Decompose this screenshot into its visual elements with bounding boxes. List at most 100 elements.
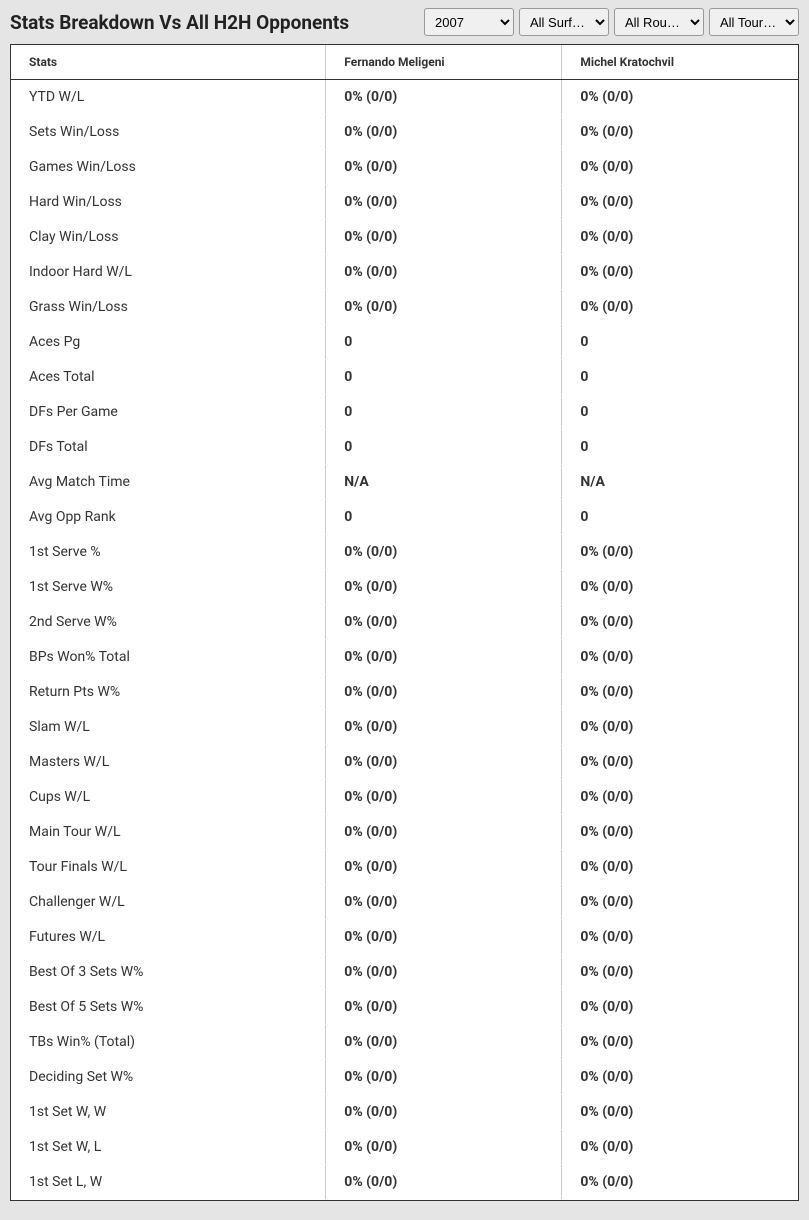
col-header-stats: Stats <box>11 45 326 80</box>
stat-value: 0% (0/0) <box>562 745 798 780</box>
stat-label: Games Win/Loss <box>11 150 326 185</box>
table-row: Deciding Set W%0% (0/0)0% (0/0) <box>11 1060 798 1095</box>
stat-label: Best Of 5 Sets W% <box>11 990 326 1025</box>
stat-value: 0% (0/0) <box>562 570 798 605</box>
filter-tour-select[interactable]: All Tour… <box>709 8 799 36</box>
stat-label: Sets Win/Loss <box>11 115 326 150</box>
stat-label: Avg Opp Rank <box>11 500 326 535</box>
stat-value: 0% (0/0) <box>326 605 562 640</box>
table-row: Futures W/L0% (0/0)0% (0/0) <box>11 920 798 955</box>
stat-value: 0% (0/0) <box>326 850 562 885</box>
stat-label: Main Tour W/L <box>11 815 326 850</box>
table-row: 1st Set W, W0% (0/0)0% (0/0) <box>11 1095 798 1130</box>
stat-value: 0% (0/0) <box>326 815 562 850</box>
table-row: YTD W/L0% (0/0)0% (0/0) <box>11 80 798 115</box>
stat-value: 0% (0/0) <box>562 850 798 885</box>
table-row: Clay Win/Loss0% (0/0)0% (0/0) <box>11 220 798 255</box>
stat-value: 0% (0/0) <box>326 220 562 255</box>
stats-table: Stats Fernando Meligeni Michel Kratochvi… <box>11 45 798 1200</box>
table-row: Avg Match TimeN/AN/A <box>11 465 798 500</box>
stat-label: 1st Set L, W <box>11 1165 326 1200</box>
stat-label: Masters W/L <box>11 745 326 780</box>
stat-value: 0% (0/0) <box>562 115 798 150</box>
stat-label: Slam W/L <box>11 710 326 745</box>
table-row: Hard Win/Loss0% (0/0)0% (0/0) <box>11 185 798 220</box>
stat-value: 0% (0/0) <box>326 780 562 815</box>
stat-label: 1st Serve W% <box>11 570 326 605</box>
stat-value: 0 <box>326 500 562 535</box>
stat-value: 0% (0/0) <box>562 1130 798 1165</box>
filter-surface-select[interactable]: All Surf… <box>519 8 609 36</box>
table-row: Return Pts W%0% (0/0)0% (0/0) <box>11 675 798 710</box>
filter-round-select[interactable]: All Rou… <box>614 8 704 36</box>
stat-label: 1st Set W, W <box>11 1095 326 1130</box>
stat-value: 0% (0/0) <box>326 1130 562 1165</box>
stat-label: Tour Finals W/L <box>11 850 326 885</box>
table-row: Grass Win/Loss0% (0/0)0% (0/0) <box>11 290 798 325</box>
stat-value: 0 <box>562 360 798 395</box>
stat-value: 0% (0/0) <box>562 710 798 745</box>
stat-value: 0% (0/0) <box>562 220 798 255</box>
stat-value: 0% (0/0) <box>562 920 798 955</box>
stat-value: 0 <box>326 325 562 360</box>
stat-label: BPs Won% Total <box>11 640 326 675</box>
stat-label: Aces Pg <box>11 325 326 360</box>
stat-value: 0% (0/0) <box>562 780 798 815</box>
stat-value: 0% (0/0) <box>562 885 798 920</box>
table-row: TBs Win% (Total)0% (0/0)0% (0/0) <box>11 1025 798 1060</box>
stat-value: 0% (0/0) <box>562 990 798 1025</box>
stat-label: Hard Win/Loss <box>11 185 326 220</box>
stat-label: Futures W/L <box>11 920 326 955</box>
table-header-row: Stats Fernando Meligeni Michel Kratochvi… <box>11 45 798 80</box>
stat-value: 0% (0/0) <box>326 535 562 570</box>
stat-label: Aces Total <box>11 360 326 395</box>
col-header-player1: Fernando Meligeni <box>326 45 562 80</box>
stat-value: 0 <box>326 395 562 430</box>
stats-table-container: Stats Fernando Meligeni Michel Kratochvi… <box>10 44 799 1201</box>
header-bar: Stats Breakdown Vs All H2H Opponents 200… <box>0 0 809 44</box>
stat-label: TBs Win% (Total) <box>11 1025 326 1060</box>
stat-value: 0 <box>562 430 798 465</box>
stat-label: Challenger W/L <box>11 885 326 920</box>
stat-label: Return Pts W% <box>11 675 326 710</box>
stat-value: N/A <box>326 465 562 500</box>
stat-value: 0% (0/0) <box>562 605 798 640</box>
stat-value: 0% (0/0) <box>562 675 798 710</box>
stat-value: 0% (0/0) <box>326 290 562 325</box>
stat-value: 0 <box>562 395 798 430</box>
stat-label: 2nd Serve W% <box>11 605 326 640</box>
stat-value: 0% (0/0) <box>326 640 562 675</box>
stat-value: N/A <box>562 465 798 500</box>
table-row: Best Of 5 Sets W%0% (0/0)0% (0/0) <box>11 990 798 1025</box>
stat-value: 0 <box>326 360 562 395</box>
table-row: 1st Serve W%0% (0/0)0% (0/0) <box>11 570 798 605</box>
stat-value: 0% (0/0) <box>562 185 798 220</box>
table-row: 1st Set L, W0% (0/0)0% (0/0) <box>11 1165 798 1200</box>
stat-value: 0% (0/0) <box>562 815 798 850</box>
filter-year-select[interactable]: 2007 <box>424 8 514 36</box>
stat-value: 0% (0/0) <box>326 115 562 150</box>
table-row: Indoor Hard W/L0% (0/0)0% (0/0) <box>11 255 798 290</box>
stat-value: 0% (0/0) <box>562 255 798 290</box>
stat-value: 0% (0/0) <box>326 745 562 780</box>
table-row: Masters W/L0% (0/0)0% (0/0) <box>11 745 798 780</box>
table-row: Games Win/Loss0% (0/0)0% (0/0) <box>11 150 798 185</box>
stat-value: 0 <box>562 500 798 535</box>
table-row: Cups W/L0% (0/0)0% (0/0) <box>11 780 798 815</box>
table-row: Aces Pg00 <box>11 325 798 360</box>
stat-value: 0% (0/0) <box>326 885 562 920</box>
table-row: 1st Set W, L0% (0/0)0% (0/0) <box>11 1130 798 1165</box>
table-row: Tour Finals W/L0% (0/0)0% (0/0) <box>11 850 798 885</box>
table-row: Slam W/L0% (0/0)0% (0/0) <box>11 710 798 745</box>
stat-value: 0% (0/0) <box>562 1025 798 1060</box>
stat-value: 0% (0/0) <box>562 955 798 990</box>
stat-value: 0% (0/0) <box>562 1165 798 1200</box>
stat-label: YTD W/L <box>11 80 326 115</box>
stat-label: Cups W/L <box>11 780 326 815</box>
stat-value: 0% (0/0) <box>326 710 562 745</box>
stat-value: 0% (0/0) <box>562 150 798 185</box>
stat-value: 0% (0/0) <box>326 255 562 290</box>
stat-label: 1st Set W, L <box>11 1130 326 1165</box>
stat-value: 0% (0/0) <box>562 290 798 325</box>
table-row: DFs Total00 <box>11 430 798 465</box>
